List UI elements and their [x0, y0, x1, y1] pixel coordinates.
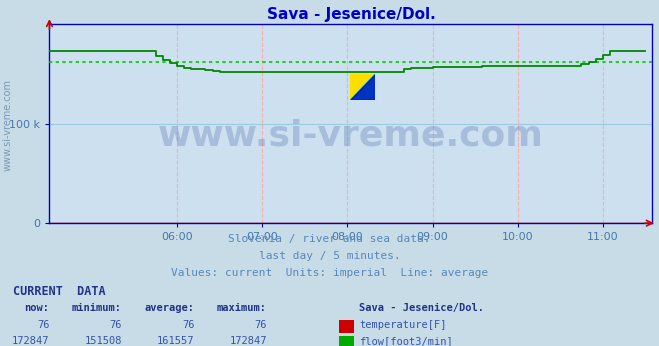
- Text: maximum:: maximum:: [217, 303, 267, 313]
- Polygon shape: [351, 74, 376, 100]
- Text: CURRENT  DATA: CURRENT DATA: [13, 285, 106, 299]
- Text: 76: 76: [37, 320, 49, 330]
- Text: 76: 76: [109, 320, 122, 330]
- Text: minimum:: minimum:: [72, 303, 122, 313]
- Text: flow[foot3/min]: flow[foot3/min]: [359, 336, 453, 346]
- Text: last day / 5 minutes.: last day / 5 minutes.: [258, 251, 401, 261]
- Text: 161557: 161557: [157, 336, 194, 346]
- Text: 172847: 172847: [229, 336, 267, 346]
- Text: average:: average:: [144, 303, 194, 313]
- Text: www.si-vreme.com: www.si-vreme.com: [158, 119, 544, 153]
- Text: www.si-vreme.com: www.si-vreme.com: [3, 79, 13, 171]
- Text: Values: current  Units: imperial  Line: average: Values: current Units: imperial Line: av…: [171, 268, 488, 278]
- Title: Sava - Jesenice/Dol.: Sava - Jesenice/Dol.: [266, 7, 436, 22]
- Text: Sava - Jesenice/Dol.: Sava - Jesenice/Dol.: [359, 303, 484, 313]
- Text: 151508: 151508: [84, 336, 122, 346]
- Polygon shape: [351, 74, 376, 100]
- Text: 76: 76: [182, 320, 194, 330]
- Text: Slovenia / river and sea data.: Slovenia / river and sea data.: [228, 234, 431, 244]
- Text: 76: 76: [254, 320, 267, 330]
- Text: now:: now:: [24, 303, 49, 313]
- Text: 172847: 172847: [12, 336, 49, 346]
- Text: temperature[F]: temperature[F]: [359, 320, 447, 330]
- Polygon shape: [351, 74, 376, 100]
